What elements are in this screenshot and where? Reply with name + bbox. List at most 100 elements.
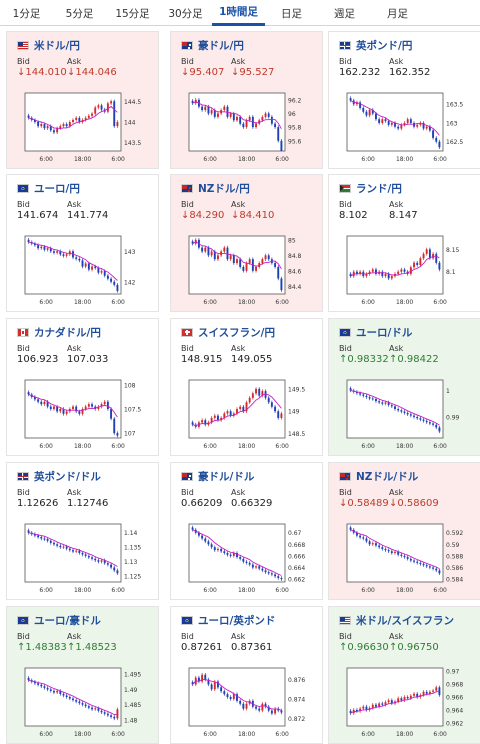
y-tick-label: 85 [288, 237, 296, 244]
bid-label: Bid [339, 200, 352, 209]
currency-card[interactable]: NZドル/円 Bid Ask ↓84.290 ↓84.410 85 84.8 84.6 84.4… [170, 174, 323, 312]
candle-body [365, 395, 368, 398]
currency-card[interactable]: ユーロ/豪ドル Bid Ask ↑1.48383 ↑1.48523 1.495 1.49 1.… [6, 606, 159, 744]
pair-name-link[interactable]: 米ドル/スイスフラン [356, 614, 455, 627]
pair-name-link[interactable]: 豪ドル/ドル [198, 470, 255, 483]
pair-name-link[interactable]: 英ポンド/ドル [34, 470, 101, 483]
y-tick-label: 8.1 [446, 269, 456, 276]
candle-body [33, 243, 36, 246]
pair-name-link[interactable]: ユーロ/ドル [356, 326, 413, 339]
candle-body [232, 413, 235, 416]
x-tick-label: 6:00 [203, 587, 217, 594]
currency-card[interactable]: ランド/円 Bid Ask 8.102 8.147 8.15 8.1 6:00 18:00 6:0… [328, 174, 480, 312]
candle-body [375, 398, 377, 402]
candle-body [349, 527, 352, 530]
candle-body [416, 693, 419, 697]
currency-card[interactable]: 英ポンド/ドル Bid Ask 1.12626 1.12746 1.14 1.135 1.13… [6, 462, 159, 600]
price-chart[interactable]: 0.876 0.874 0.872 6:00 18:00 6:00 [183, 664, 313, 740]
candle-body [359, 102, 362, 108]
price-chart[interactable]: 144.5 144 143.5 6:00 18:00 6:00 [19, 89, 149, 165]
currency-card[interactable]: 英ポンド/円 Bid Ask 162.232 162.352 163.5 163 162.5 6… [328, 31, 480, 169]
price-chart[interactable]: 108 107.5 107 6:00 18:00 6:00 [19, 376, 149, 452]
pair-name-link[interactable]: NZドル/円 [198, 182, 250, 195]
price-chart[interactable]: 1.14 1.135 1.13 1.125 6:00 18:00 6:00 [19, 520, 149, 596]
candle-body [245, 120, 248, 128]
candle-body [403, 269, 406, 272]
ask-price: 0.98422 [397, 354, 439, 365]
candle-body [438, 141, 441, 148]
x-tick-label: 18:00 [238, 299, 255, 306]
pair-name-link[interactable]: NZドル/ドル [356, 470, 419, 483]
candle-body [191, 682, 194, 685]
price-chart[interactable]: 0.67 0.668 0.666 0.664 0.662 6:00 18:00 6:00 [183, 520, 313, 596]
candle-body [387, 700, 390, 703]
candle-body [277, 266, 280, 279]
candle-body [432, 423, 435, 425]
price-chart[interactable]: 96.2 96 95.8 95.6 6:00 18:00 6:00 [183, 89, 313, 165]
ask-label: Ask [231, 488, 246, 497]
tab-0[interactable]: 1分足 [12, 7, 41, 20]
candle-body [236, 409, 238, 414]
pair-name-link[interactable]: 豪ドル/円 [198, 39, 244, 52]
ask-value: 8.147 [389, 210, 418, 221]
tab-3[interactable]: 30分足 [168, 7, 203, 20]
currency-card[interactable]: スイスフラン/円 Bid Ask 148.915 149.055 149.5 149 148.… [170, 318, 323, 456]
candle-body [416, 561, 419, 563]
bid-value: ↓144.010 [17, 67, 67, 78]
pair-name-link[interactable]: ランド/円 [356, 182, 402, 195]
currency-card[interactable]: 豪ドル/円 Bid Ask ↓95.407 ↓95.527 96.2 96 95.8 95.6 6… [170, 31, 323, 169]
pair-name-link[interactable]: スイスフラン/円 [198, 326, 276, 339]
pair-name-link[interactable]: カナダドル/円 [34, 326, 101, 339]
candle-body [27, 530, 30, 533]
currency-card[interactable]: 豪ドル/ドル Bid Ask 0.66209 0.66329 0.67 0.668 0.666… [170, 462, 323, 600]
price-chart[interactable]: 0.592 0.59 0.588 0.586 0.584 6:00 18:00 6:00 [341, 520, 471, 596]
bid-price: 95.407 [189, 67, 225, 78]
candle-body [248, 259, 251, 264]
candle-body [400, 410, 403, 412]
price-chart[interactable]: 1 0.99 6:00 18:00 6:00 [341, 376, 471, 452]
moving-average-line [28, 105, 118, 130]
candle-body [428, 126, 431, 131]
tab-4[interactable]: 1時間足 [212, 0, 265, 26]
pair-name-link[interactable]: 英ポンド/円 [356, 39, 413, 52]
currency-card[interactable]: ユーロ/ドル Bid Ask ↑0.98332 ↑0.98422 1 0.99 6:00 18:… [328, 318, 480, 456]
candle-body [242, 266, 245, 271]
candle-body [91, 266, 93, 270]
trend-arrow-icon: ↓ [181, 210, 190, 221]
pair-name-link[interactable]: ユーロ/円 [34, 182, 80, 195]
currency-card[interactable]: ユーロ/円 Bid Ask 141.674 141.774 143 142 6:00 18:00… [6, 174, 159, 312]
bid-price: 162.232 [339, 67, 381, 78]
price-chart[interactable]: 0.97 0.968 0.966 0.964 0.962 6:00 18:00 6:00 [341, 664, 471, 740]
price-chart[interactable]: 8.15 8.1 6:00 18:00 6:00 [341, 232, 471, 308]
currency-card[interactable]: 米ドル/円 Bid Ask ↓144.010 ↓144.046 144.5 144 143.5… [6, 31, 159, 169]
moving-average-line [350, 691, 440, 714]
price-chart[interactable]: 149.5 149 148.5 6:00 18:00 6:00 [183, 376, 313, 452]
candle-body [59, 690, 62, 694]
price-chart[interactable]: 163.5 163 162.5 6:00 18:00 6:00 [341, 89, 471, 165]
tab-5[interactable]: 日足 [281, 7, 302, 20]
candle-body [349, 388, 352, 391]
currency-card[interactable]: 米ドル/スイスフラン Bid Ask ↑0.96630 ↑0.96750 0.97 0.96… [328, 606, 480, 744]
pair-name-link[interactable]: 米ドル/円 [34, 39, 80, 52]
price-chart[interactable]: 85 84.8 84.6 84.4 6:00 18:00 6:00 [183, 232, 313, 308]
candle-body [406, 697, 409, 699]
tab-2[interactable]: 15分足 [115, 7, 150, 20]
bid-label: Bid [17, 200, 30, 209]
pair-name-link[interactable]: ユーロ/英ポンド [198, 614, 276, 627]
currency-card[interactable]: カナダドル/円 Bid Ask 106.923 107.033 108 107.5 107 6:… [6, 318, 159, 456]
moving-average-line [28, 241, 118, 281]
tab-6[interactable]: 週足 [334, 7, 355, 20]
candle-body [204, 247, 207, 252]
tab-7[interactable]: 月足 [387, 7, 408, 20]
tab-1[interactable]: 5分足 [65, 7, 94, 20]
currency-card[interactable]: ユーロ/英ポンド Bid Ask 0.87261 0.87361 0.876 0.874 0.… [170, 606, 323, 744]
candle-body [72, 406, 74, 409]
candle-body [81, 260, 84, 267]
currency-card[interactable]: NZドル/ドル Bid Ask ↓0.58489 ↓0.58609 0.592 0.59 0.… [328, 462, 480, 600]
candle-body [384, 402, 387, 404]
candle-body [255, 123, 257, 128]
price-chart[interactable]: 1.495 1.49 1.485 1.48 6:00 18:00 6:00 [19, 664, 149, 740]
pair-name-link[interactable]: ユーロ/豪ドル [34, 614, 101, 627]
y-tick-label: 162.5 [446, 139, 463, 146]
price-chart[interactable]: 143 142 6:00 18:00 6:00 [19, 232, 149, 308]
